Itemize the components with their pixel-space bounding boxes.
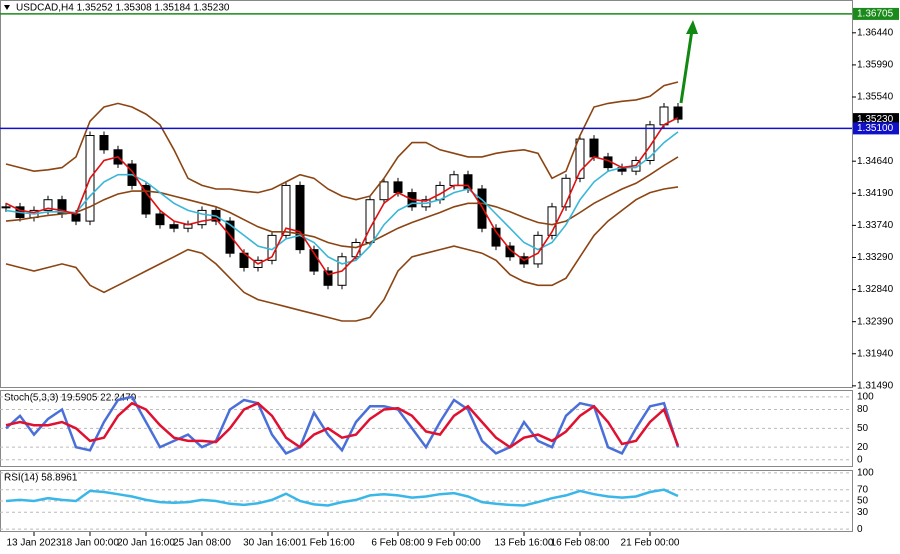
candle — [281, 184, 291, 236]
candle — [575, 138, 585, 179]
y-tick-label: 0 — [857, 524, 863, 535]
candle — [365, 199, 375, 244]
candle — [225, 220, 235, 254]
y-tick-label: 1.36440 — [857, 27, 894, 38]
candle — [1, 206, 11, 209]
y-tick-label: 70 — [857, 484, 869, 495]
candle — [43, 199, 53, 211]
x-tick-label: 25 Jan 08:00 — [173, 538, 231, 549]
candle — [589, 138, 599, 158]
candle — [547, 206, 557, 236]
forecast-arrow-head — [686, 20, 698, 34]
x-tick-label: 20 Jan 16:00 — [117, 538, 175, 549]
candle — [673, 106, 683, 120]
x-tick-label: 1 Feb 16:00 — [301, 538, 355, 549]
candle — [477, 188, 487, 229]
candle — [169, 224, 179, 229]
candle — [393, 181, 403, 194]
y-tick-label: 100 — [857, 467, 874, 478]
y-tick-label: 1.34190 — [857, 188, 894, 199]
y-tick-label: 1.32390 — [857, 316, 894, 327]
y-tick-label: 1.32840 — [857, 284, 894, 295]
candle — [295, 184, 305, 251]
candle — [379, 181, 389, 201]
indicator-line — [5, 395, 680, 456]
candle — [323, 270, 333, 286]
candle — [659, 106, 669, 126]
y-tick-label: 1.31490 — [857, 381, 894, 392]
x-tick-label: 18 Jan 00:00 — [61, 538, 119, 549]
price-label: 1.35100 — [857, 123, 894, 134]
candle — [71, 213, 81, 222]
indicator-line — [5, 488, 679, 507]
x-tick-label: 6 Feb 08:00 — [371, 538, 425, 549]
indicator-line — [5, 131, 679, 265]
x-tick-label: 9 Feb 00:00 — [427, 538, 481, 549]
price-label-bg — [853, 7, 899, 20]
candle — [99, 135, 109, 151]
y-tick-label: 50 — [857, 496, 869, 507]
candle — [463, 174, 473, 190]
y-tick-label: 100 — [857, 392, 874, 403]
indicator-line — [5, 81, 679, 201]
x-tick-label: 30 Jan 16:00 — [243, 538, 301, 549]
candle — [449, 174, 459, 186]
y-tick-label: 1.33740 — [857, 220, 894, 231]
y-tick-label: 1.31940 — [857, 348, 894, 359]
candle — [197, 209, 207, 226]
x-tick-label: 16 Feb 08:00 — [551, 538, 610, 549]
menu-arrow — [4, 5, 10, 10]
price-label-bg — [853, 122, 899, 135]
y-tick-label: 0 — [857, 454, 863, 465]
chart-title: USDCAD,H4 1.35252 1.35308 1.35184 1.3523… — [16, 3, 230, 14]
indicator-line — [5, 116, 679, 276]
indicator-line — [5, 156, 679, 249]
candle — [141, 184, 151, 215]
y-tick-label: 1.33290 — [857, 252, 894, 263]
y-tick-label: 50 — [857, 423, 869, 434]
x-tick-label: 21 Feb 00:00 — [621, 538, 680, 549]
stoch-title: Stoch(5,3,3) 19.5905 22.2479 — [4, 393, 137, 404]
y-tick-label: 1.34640 — [857, 156, 894, 167]
indicator-line — [5, 401, 680, 449]
indicator-line — [5, 186, 679, 322]
x-tick-label: 13 Feb 16:00 — [495, 538, 554, 549]
candle — [155, 213, 165, 226]
y-tick-label: 20 — [857, 442, 869, 453]
price-label: 1.35230 — [857, 114, 894, 125]
y-tick-label: 30 — [857, 507, 869, 518]
price-label: 1.36705 — [857, 9, 894, 20]
main-pane — [0, 0, 853, 388]
y-tick-label: 80 — [857, 404, 869, 415]
candle — [505, 245, 515, 258]
x-tick-label: 13 Jan 2023 — [6, 538, 61, 549]
price-label-bg — [853, 113, 899, 126]
y-tick-label: 1.35540 — [857, 92, 894, 103]
candle — [645, 124, 655, 161]
forecast-arrow — [679, 29, 694, 104]
rsi-title: RSI(14) 58.8961 — [4, 473, 78, 484]
y-tick-label: 1.35990 — [857, 60, 894, 71]
